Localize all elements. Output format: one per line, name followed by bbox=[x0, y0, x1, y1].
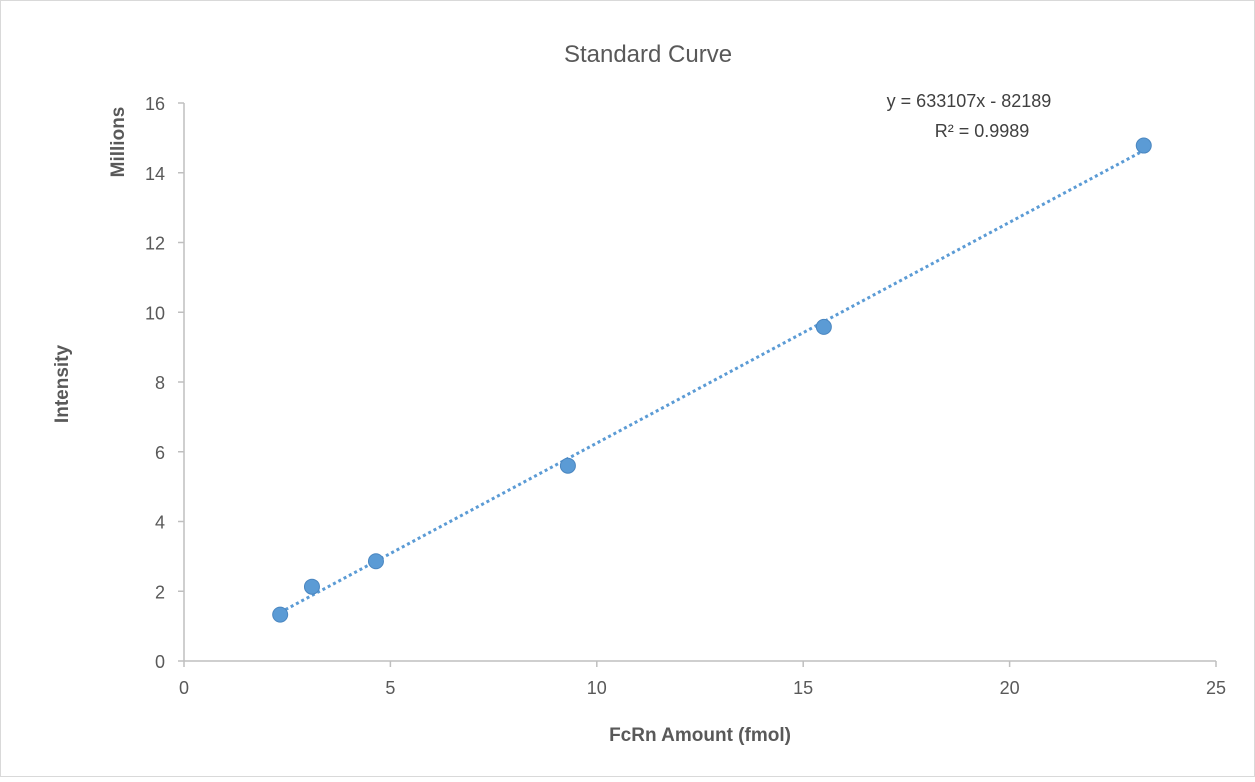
y-tick-label: 0 bbox=[155, 652, 165, 672]
trendline-r-squared: R² = 0.9989 bbox=[935, 121, 1030, 141]
y-tick-label: 8 bbox=[155, 373, 165, 393]
y-tick-label: 6 bbox=[155, 443, 165, 463]
chart-title: Standard Curve bbox=[564, 41, 732, 68]
y-axis-label: Intensity bbox=[52, 345, 73, 424]
data-point bbox=[1135, 137, 1152, 154]
y-tick-label: 10 bbox=[145, 303, 165, 323]
y-tick-label: 12 bbox=[145, 234, 165, 254]
data-point bbox=[815, 318, 832, 335]
trendline-group bbox=[279, 149, 1145, 614]
x-axis-label: FcRn Amount (fmol) bbox=[609, 725, 791, 746]
x-tick-label: 20 bbox=[1000, 678, 1020, 698]
y-tick-label: 16 bbox=[145, 94, 165, 114]
y-tick-label: 14 bbox=[145, 164, 165, 184]
data-point bbox=[559, 457, 576, 474]
trendline-equation: y = 633107x - 82189 bbox=[887, 91, 1052, 111]
data-point bbox=[367, 553, 384, 570]
x-tick-label: 5 bbox=[385, 678, 395, 698]
y-tick-label: 4 bbox=[155, 513, 165, 533]
data-points bbox=[272, 137, 1152, 623]
x-tick-label: 0 bbox=[179, 678, 189, 698]
axes: 0 2 4 6 8 10 12 14 16 0 5 10 15 20 25 bbox=[145, 94, 1226, 698]
trendline bbox=[279, 149, 1145, 614]
x-tick-label: 25 bbox=[1206, 678, 1226, 698]
x-tick-label: 10 bbox=[587, 678, 607, 698]
data-point bbox=[272, 606, 289, 623]
x-tick-label: 15 bbox=[793, 678, 813, 698]
y-axis-units-label: Millions bbox=[108, 107, 129, 178]
data-point bbox=[303, 578, 320, 595]
y-tick-label: 2 bbox=[155, 582, 165, 602]
